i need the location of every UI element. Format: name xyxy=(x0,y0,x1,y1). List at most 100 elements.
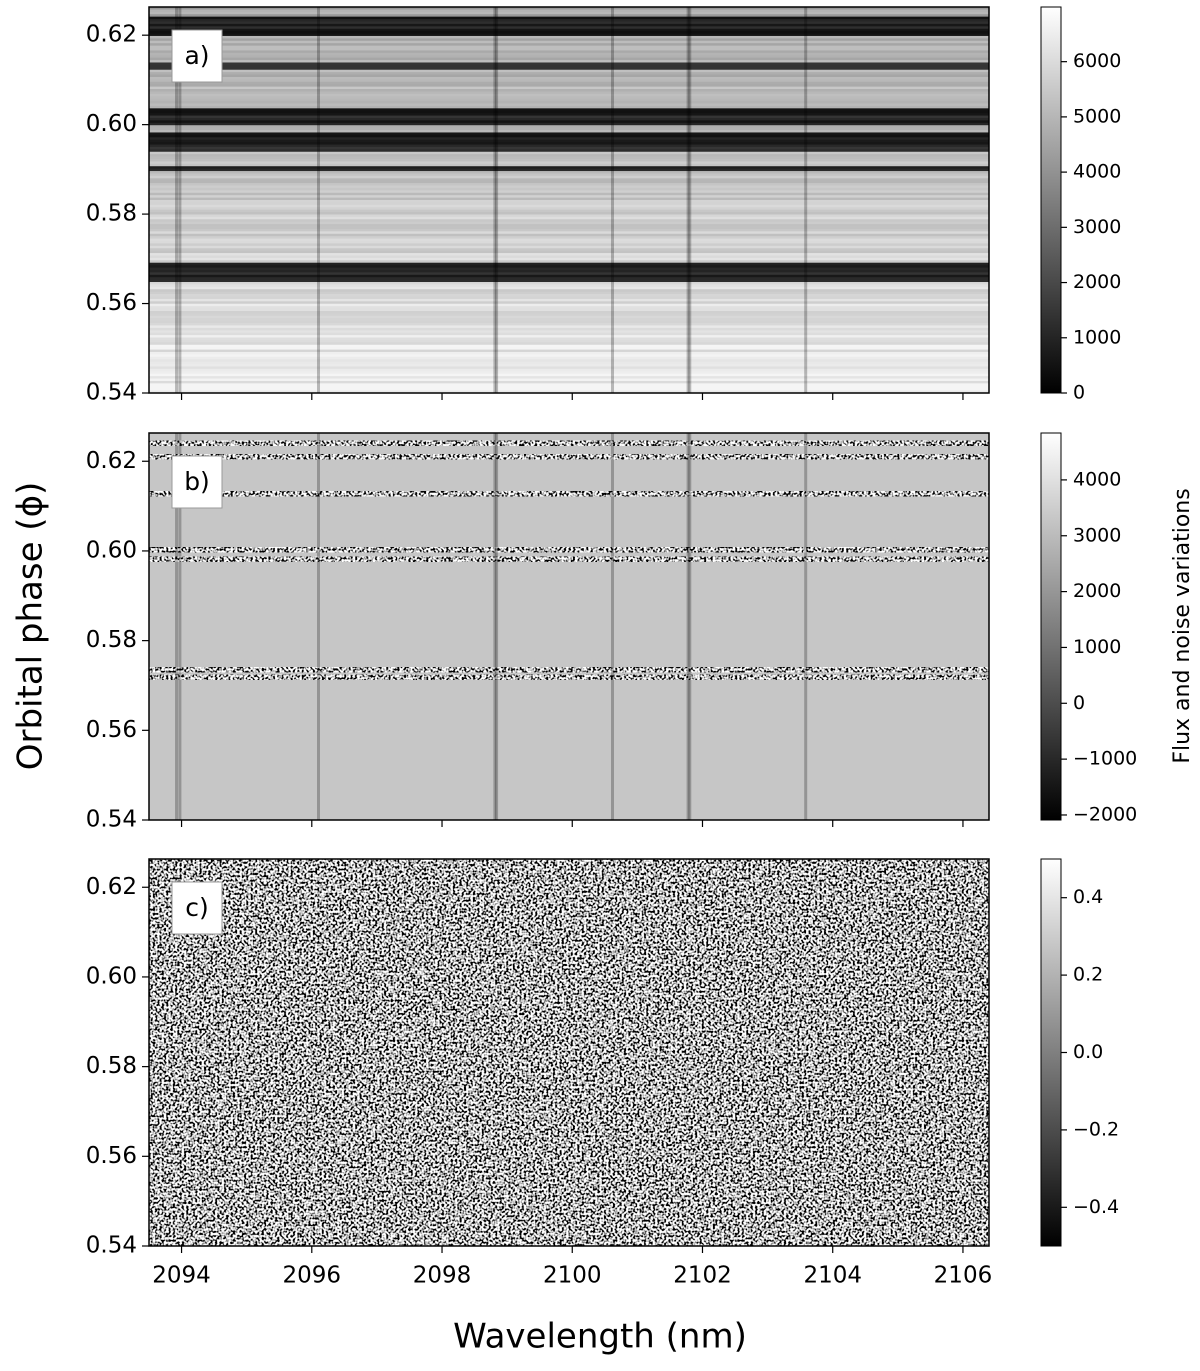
heatmap-row xyxy=(149,284,989,288)
heatmap-row xyxy=(149,21,989,25)
heatmap-row xyxy=(149,62,989,66)
heatmap-row xyxy=(149,122,989,126)
colorbar-tick-label: 1000 xyxy=(1073,636,1121,658)
heatmap-row xyxy=(149,14,989,18)
heatmap-noise-row xyxy=(149,667,989,673)
heatmap-row xyxy=(149,272,989,276)
heatmap-row xyxy=(149,40,989,44)
absorption-line xyxy=(495,433,499,820)
heatmap-row xyxy=(149,120,989,124)
heatmap-row xyxy=(149,380,989,384)
heatmap-noise-row xyxy=(149,454,989,460)
heatmap-row xyxy=(149,72,989,76)
heatmap-row xyxy=(149,187,989,191)
heatmap-row xyxy=(149,202,989,206)
heatmap-row xyxy=(149,332,989,336)
heatmap-row xyxy=(149,224,989,228)
heatmap-row xyxy=(149,144,989,148)
heatmap-row xyxy=(149,163,989,167)
heatmap-row xyxy=(149,262,989,266)
x-tick-label: 2096 xyxy=(283,1263,342,1289)
heatmap-row xyxy=(149,60,989,64)
heatmap-row xyxy=(149,33,989,37)
heatmap-row xyxy=(149,105,989,109)
y-tick-label: 0.60 xyxy=(86,963,137,989)
heatmap-row xyxy=(149,166,989,170)
heatmap-row xyxy=(149,301,989,305)
absorption-line xyxy=(175,7,179,393)
heatmap-row xyxy=(149,69,989,73)
heatmap-row xyxy=(149,173,989,177)
absorption-line xyxy=(688,7,692,393)
heatmap-row xyxy=(149,337,989,341)
colorbar-tick-label: −0.2 xyxy=(1073,1118,1119,1140)
heatmap-row xyxy=(149,385,989,389)
heatmap-row xyxy=(149,366,989,370)
colorbar-tick-label: 0 xyxy=(1073,692,1085,714)
heatmap-row xyxy=(149,200,989,204)
heatmap-row xyxy=(149,248,989,252)
colorbar-tick-label: 3000 xyxy=(1073,216,1121,238)
heatmap-row xyxy=(149,303,989,307)
heatmap-row xyxy=(149,183,989,187)
y-tick-label: 0.54 xyxy=(86,807,137,833)
heatmap-row xyxy=(149,28,989,32)
heatmap-row xyxy=(149,349,989,353)
heatmap-row xyxy=(149,117,989,121)
heatmap-row xyxy=(149,277,989,281)
colorbar-tick-label: −2000 xyxy=(1073,803,1137,825)
y-axis-label: Orbital phase (ϕ) xyxy=(11,482,51,771)
absorption-line xyxy=(611,7,614,393)
heatmap-row xyxy=(149,306,989,310)
heatmap-row xyxy=(149,149,989,153)
x-tick-label: 2098 xyxy=(413,1263,472,1289)
absorption-line xyxy=(493,433,497,820)
absorption-line xyxy=(686,7,690,393)
heatmap-noise-row xyxy=(149,491,989,497)
colorbar-tick-label: 2000 xyxy=(1073,580,1121,602)
heatmap-row xyxy=(149,327,989,331)
heatmap-row xyxy=(149,274,989,278)
heatmap-row xyxy=(149,238,989,242)
heatmap-row xyxy=(149,52,989,56)
heatmap-row xyxy=(149,110,989,114)
panel-label: b) xyxy=(184,467,210,496)
heatmap-row xyxy=(149,180,989,184)
heatmap-row xyxy=(149,48,989,52)
heatmap-row xyxy=(149,93,989,97)
heatmap-row xyxy=(149,359,989,363)
colorbar-tick-label: −1000 xyxy=(1073,748,1137,770)
y-tick-label: 0.56 xyxy=(86,290,137,316)
heatmap-row xyxy=(149,101,989,105)
heatmap-row xyxy=(149,308,989,312)
heatmap-row xyxy=(149,31,989,35)
colorbar-tick-label: 4000 xyxy=(1073,468,1121,490)
heatmap-row xyxy=(149,388,989,392)
colorbar-tick-label: 0 xyxy=(1073,382,1085,404)
heatmap-row xyxy=(149,253,989,257)
heatmap-row xyxy=(149,195,989,199)
heatmap-row xyxy=(149,214,989,218)
colorbar xyxy=(1040,432,1062,821)
x-axis-label: Wavelength (nm) xyxy=(453,1317,747,1357)
plot-frame xyxy=(148,432,990,821)
heatmap-row xyxy=(149,23,989,27)
x-tick-label: 2100 xyxy=(543,1263,602,1289)
heatmap-row xyxy=(149,26,989,30)
heatmap-row xyxy=(149,64,989,68)
heatmap-row xyxy=(149,11,989,15)
colorbar-tick-label: 1000 xyxy=(1073,326,1121,348)
x-tick-label: 2106 xyxy=(934,1263,993,1289)
colorbar xyxy=(1040,858,1062,1247)
heatmap-row xyxy=(149,134,989,138)
heatmap-row xyxy=(149,228,989,232)
heatmap-row xyxy=(149,57,989,61)
colorbar xyxy=(1040,6,1062,394)
heatmap-row xyxy=(149,216,989,220)
y-tick-label: 0.62 xyxy=(86,448,137,474)
heatmap-row xyxy=(149,96,989,100)
absorption-line xyxy=(688,433,692,820)
heatmap-bg xyxy=(149,433,989,820)
heatmap-row xyxy=(149,204,989,208)
y-tick-label: 0.56 xyxy=(86,717,137,743)
